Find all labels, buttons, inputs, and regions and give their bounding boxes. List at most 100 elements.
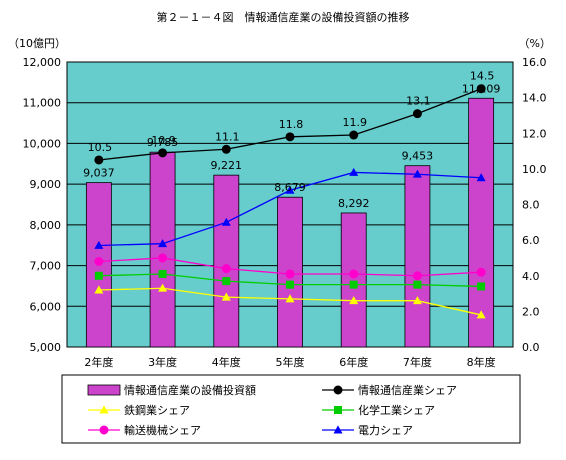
series-point bbox=[349, 130, 359, 140]
legend-marker bbox=[99, 425, 109, 435]
legend-marker bbox=[99, 405, 109, 414]
right-axis-tick-label: 4.0 bbox=[522, 270, 540, 283]
series-point bbox=[94, 257, 104, 266]
bar-value-label: 9,453 bbox=[402, 150, 434, 163]
left-axis-tick-label: 11,000 bbox=[23, 97, 62, 110]
left-axis-tick-label: 8,000 bbox=[30, 219, 62, 232]
left-axis-tick-label: 9,000 bbox=[30, 178, 62, 191]
legend-label: 情報通信産業シェア bbox=[358, 384, 457, 397]
series-point bbox=[158, 239, 168, 248]
line-value-label: 10.5 bbox=[88, 141, 113, 154]
series-point bbox=[349, 280, 358, 289]
legend-swatch bbox=[87, 384, 121, 396]
axis-layer: 5,000 6,000 7,000 8,000 9,000 10,000 11,000 12,… bbox=[23, 56, 547, 369]
legend-label: 電力シェア bbox=[358, 424, 413, 437]
series-point bbox=[285, 185, 295, 194]
x-axis-tick-label: 2年度 bbox=[84, 355, 113, 369]
right-axis-tick-label: 0.0 bbox=[522, 341, 540, 354]
right-axis-tick-label: 8.0 bbox=[522, 199, 540, 212]
series-point bbox=[221, 264, 231, 274]
legend-label: 輸送機械シェア bbox=[124, 423, 201, 437]
series-point bbox=[222, 277, 231, 286]
series-point bbox=[285, 132, 295, 142]
x-axis-tick-label: 3年度 bbox=[148, 355, 177, 369]
left-axis-tick-label: 10,000 bbox=[23, 137, 62, 150]
series-point bbox=[412, 296, 422, 305]
series-point bbox=[477, 282, 486, 291]
line-value-label: 11.9 bbox=[342, 116, 367, 129]
bar bbox=[340, 212, 367, 348]
series-point bbox=[94, 155, 104, 165]
right-axis-tick-label: 2.0 bbox=[522, 305, 540, 318]
line-value-label: 11.1 bbox=[215, 130, 240, 143]
legend-label: 鉄鋼業シェア bbox=[124, 403, 190, 417]
series-point bbox=[221, 144, 231, 154]
line-value-label: 11.8 bbox=[279, 118, 304, 131]
right-axis-tick-label: 10.0 bbox=[522, 163, 547, 176]
series-point bbox=[412, 169, 422, 178]
legend-marker bbox=[333, 425, 343, 434]
series-point bbox=[158, 253, 168, 263]
series-point bbox=[94, 285, 104, 294]
bar-value-label: 11,109 bbox=[462, 82, 501, 95]
grid-layer bbox=[67, 102, 513, 307]
line-value-label: 10.9 bbox=[151, 134, 176, 147]
line-layer bbox=[94, 84, 486, 319]
bar bbox=[149, 151, 176, 348]
x-axis-tick-label: 4年度 bbox=[212, 355, 241, 369]
right-axis-tick-label: 14.0 bbox=[522, 92, 547, 105]
x-axis-tick-label: 8年度 bbox=[467, 355, 496, 369]
right-axis-tick-label: 16.0 bbox=[522, 56, 547, 69]
bar bbox=[468, 97, 495, 348]
bar-value-label: 8,679 bbox=[274, 181, 306, 194]
left-axis-tick-label: 5,000 bbox=[30, 341, 62, 354]
series-point bbox=[349, 296, 359, 305]
right-axis-tick-label: 12.0 bbox=[522, 127, 547, 140]
series-point bbox=[158, 283, 168, 292]
bar-value-label: 9,037 bbox=[83, 167, 115, 180]
bar-value-label: 9,785 bbox=[147, 136, 179, 149]
series-point bbox=[158, 269, 167, 278]
legend-box bbox=[61, 374, 521, 444]
series-point bbox=[221, 292, 231, 301]
right-axis-tick-label: 6.0 bbox=[522, 234, 540, 247]
series-point bbox=[94, 240, 104, 249]
right-axis-unit: （%） bbox=[519, 37, 551, 50]
series-point bbox=[349, 269, 359, 279]
series-point bbox=[476, 84, 486, 94]
bar-value-label: 9,221 bbox=[211, 159, 243, 172]
bar-value-label: 8,292 bbox=[338, 197, 370, 210]
legend-label: 化学工業シェア bbox=[358, 403, 435, 417]
series-point bbox=[476, 310, 486, 319]
series-point bbox=[286, 280, 294, 289]
label-layer: 9,037 9,785 9,221 8,679 8,292 9,453 11,109 10.5… bbox=[83, 70, 500, 210]
series-point bbox=[349, 167, 359, 176]
series-point bbox=[413, 280, 422, 289]
x-axis-tick-label: 5年度 bbox=[276, 355, 305, 369]
legend-marker bbox=[334, 406, 342, 414]
legend-label: 情報通信産業の設備投資額 bbox=[124, 383, 256, 397]
series-point bbox=[285, 294, 295, 303]
series-point bbox=[94, 271, 103, 280]
x-axis-tick-label: 7年度 bbox=[403, 355, 432, 369]
left-axis-unit: （10億円） bbox=[8, 37, 66, 50]
legend-marker bbox=[333, 385, 343, 395]
series-point bbox=[476, 267, 486, 277]
chart-title: 第２－１－４図 情報通信産業の設備投資額の推移 bbox=[157, 10, 410, 24]
x-axis-tick-label: 6年度 bbox=[339, 355, 368, 369]
bar-layer bbox=[85, 97, 495, 348]
left-axis-tick-label: 12,000 bbox=[23, 56, 62, 69]
series-point bbox=[412, 109, 422, 119]
series-point bbox=[285, 269, 295, 279]
series-point bbox=[221, 217, 231, 226]
bar bbox=[213, 174, 240, 348]
series-point bbox=[158, 148, 168, 158]
left-axis-tick-label: 6,000 bbox=[30, 300, 62, 313]
line-value-label: 14.5 bbox=[470, 70, 495, 83]
series-point bbox=[476, 173, 486, 182]
bar bbox=[404, 165, 431, 348]
left-axis-tick-label: 7,000 bbox=[30, 260, 62, 273]
series-point bbox=[412, 271, 422, 281]
